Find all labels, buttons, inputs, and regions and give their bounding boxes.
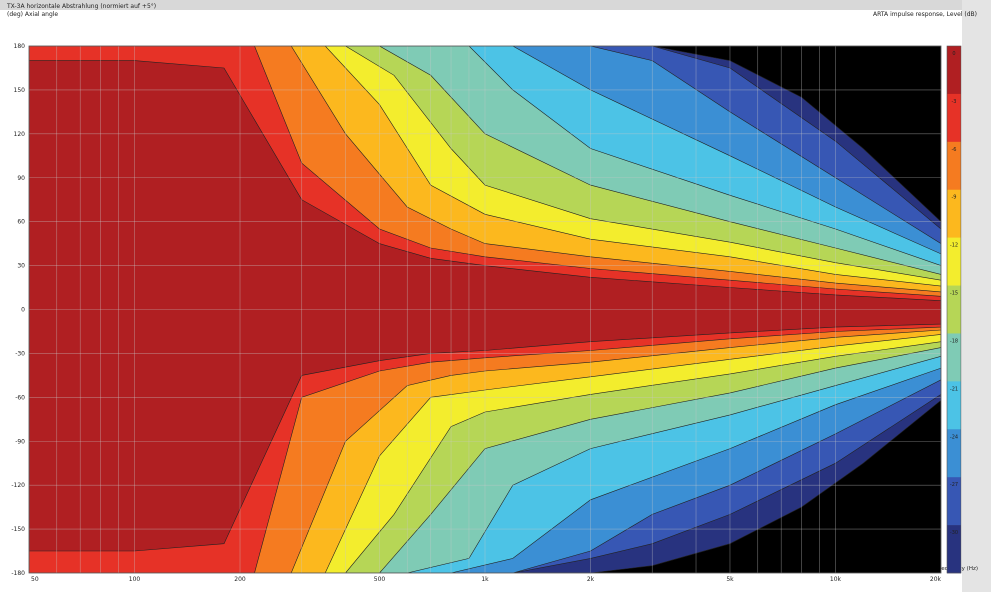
colorbar-border xyxy=(946,45,962,574)
x-tick-label: 20k xyxy=(930,576,942,583)
colorbar-tick-label: -21 xyxy=(950,386,958,392)
x-tick-label: 10k xyxy=(830,576,842,583)
x-tick-label: 2k xyxy=(587,576,595,583)
y-tick-label: -30 xyxy=(15,350,25,357)
colorbar-tick-label: -27 xyxy=(950,482,958,488)
y-tick-label: 60 xyxy=(17,219,25,226)
x-tick-label: 50 xyxy=(31,576,39,583)
y-tick-label: -120 xyxy=(11,482,25,489)
y-tick-label: 90 xyxy=(17,175,25,182)
colorbar-tick-label: -6 xyxy=(952,147,957,153)
y-tick-label: -180 xyxy=(11,570,25,577)
colorbar-swatch xyxy=(947,525,961,574)
y-tick-label: -90 xyxy=(15,438,25,445)
colorbar-tick-label: 0 xyxy=(952,51,955,57)
colorbar-swatch xyxy=(947,381,961,430)
colorbar-swatch xyxy=(947,46,961,95)
background-strip xyxy=(962,0,991,592)
y-tick-label: 150 xyxy=(14,87,26,94)
y-tick-label: 180 xyxy=(14,43,26,50)
colorbar-swatch xyxy=(947,237,961,286)
chart-title: TX-3A horizontale Abstrahlung (normiert … xyxy=(7,3,157,10)
y-tick-label: -150 xyxy=(11,526,25,533)
colorbar-tick-label: -3 xyxy=(952,99,957,105)
y-tick-label: 0 xyxy=(21,307,25,314)
y-axis-label: (deg) Axial angle xyxy=(7,11,59,18)
x-tick-label: 100 xyxy=(129,576,141,583)
colorbar-label: ARTA impulse response, Level (dB) xyxy=(873,11,977,18)
colorbar-swatch xyxy=(947,93,961,143)
colorbar-swatch xyxy=(947,477,961,526)
colorbar-tick-label: -15 xyxy=(950,291,958,297)
colorbar-swatch xyxy=(947,429,961,478)
colorbar-swatch xyxy=(947,189,961,238)
y-tick-label: 30 xyxy=(17,263,25,270)
x-tick-label: 200 xyxy=(234,576,246,583)
x-tick-label: 500 xyxy=(374,576,386,583)
x-tick-label: 5k xyxy=(726,576,734,583)
colorbar-tick-label: -24 xyxy=(950,434,958,440)
colorbar-swatch xyxy=(947,285,961,334)
colorbar-swatch xyxy=(947,333,961,382)
y-tick-label: 120 xyxy=(14,131,26,138)
plot-border xyxy=(28,45,942,574)
x-tick-label: 1k xyxy=(481,576,489,583)
colorbar-tick-label: -12 xyxy=(950,243,958,249)
colorbar-swatch xyxy=(947,141,961,191)
colorbar-tick-label: -9 xyxy=(952,195,957,201)
colorbar-tick-label: -18 xyxy=(950,338,958,344)
y-tick-label: -60 xyxy=(15,394,25,401)
colorbar-tick-label: -30 xyxy=(950,530,958,536)
